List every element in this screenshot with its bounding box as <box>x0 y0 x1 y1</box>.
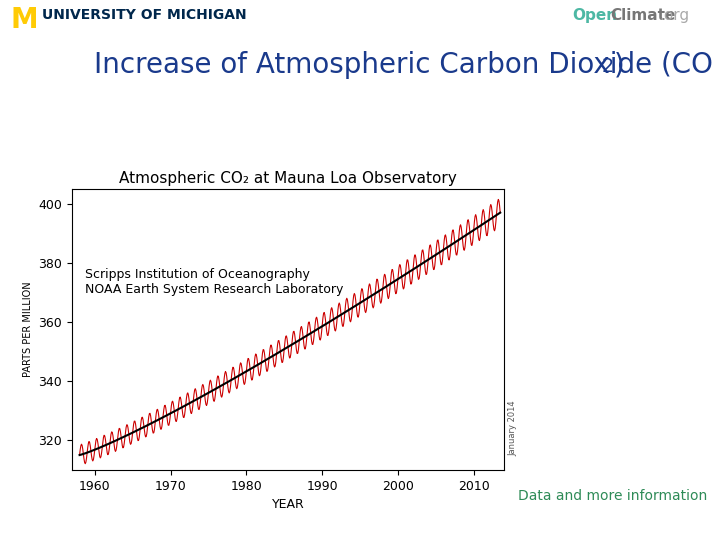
Text: .org: .org <box>660 8 690 23</box>
Text: 2: 2 <box>602 57 614 76</box>
Text: Climate: Climate <box>611 8 676 23</box>
Text: ): ) <box>614 51 625 79</box>
Text: UNIVERSITY OF MICHIGAN: UNIVERSITY OF MICHIGAN <box>42 8 246 22</box>
Text: M: M <box>11 6 38 35</box>
Text: Open: Open <box>572 8 618 23</box>
Text: Scripps Institution of Oceanography
NOAA Earth System Research Laboratory: Scripps Institution of Oceanography NOAA… <box>85 268 343 295</box>
Title: Atmospheric CO₂ at Mauna Loa Observatory: Atmospheric CO₂ at Mauna Loa Observatory <box>119 171 457 186</box>
Text: January 2014: January 2014 <box>508 400 517 456</box>
Text: Increase of Atmospheric Carbon Dioxide (CO: Increase of Atmospheric Carbon Dioxide (… <box>94 51 713 79</box>
X-axis label: YEAR: YEAR <box>271 498 305 511</box>
Text: Primary
increase comes
from burning
fossil fuels –
coal, oil,
natural gas: Primary increase comes from burning foss… <box>536 161 669 281</box>
Y-axis label: PARTS PER MILLION: PARTS PER MILLION <box>23 281 33 377</box>
Text: Data and more information: Data and more information <box>518 489 708 503</box>
